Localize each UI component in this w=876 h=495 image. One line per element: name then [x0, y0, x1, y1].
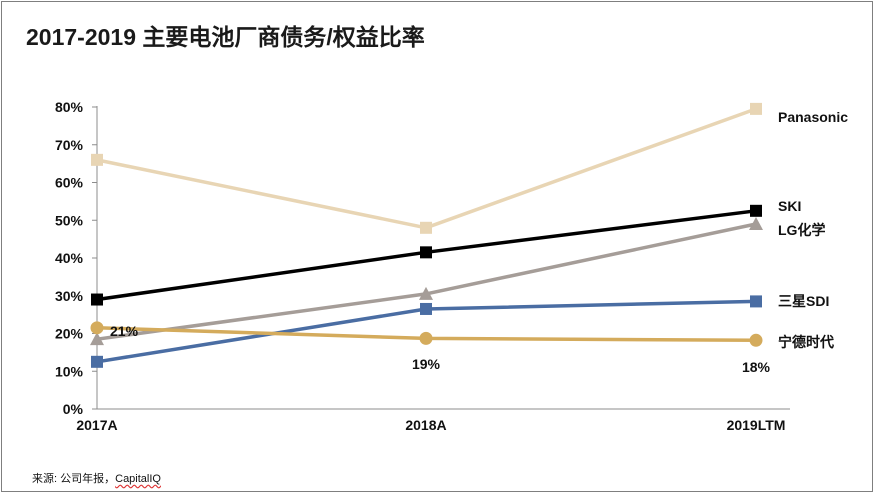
data-point: [750, 102, 762, 115]
series-line: [96, 107, 757, 230]
data-label: 19%: [412, 356, 441, 372]
data-label: 18%: [742, 359, 771, 375]
data-point: [90, 332, 104, 346]
x-tick-label: 2017A: [76, 417, 117, 433]
y-tick-label: 60%: [55, 175, 84, 191]
data-point: [420, 246, 432, 259]
data-point: [91, 293, 103, 306]
data-point: [91, 153, 103, 166]
data-point: [750, 204, 762, 217]
axes: [96, 106, 790, 410]
y-tick-label: 0%: [63, 401, 84, 417]
series-label: 宁德时代: [778, 334, 834, 350]
y-tick-label: 10%: [55, 363, 84, 379]
data-label: 21%: [110, 323, 139, 339]
x-tick-label: 2018A: [405, 417, 446, 433]
series-label: LG化学: [778, 222, 825, 238]
y-tick-label: 70%: [55, 137, 84, 153]
data-point: [750, 295, 762, 308]
data-point: [749, 217, 763, 231]
data-point: [420, 302, 432, 315]
y-tick-label: 20%: [55, 326, 84, 342]
series-line: [96, 222, 757, 341]
series-label: Panasonic: [778, 109, 848, 125]
y-tick-labels: 0% 10% 20% 30% 40% 50% 60% 70% 80%: [55, 99, 97, 417]
series-markers: [90, 102, 763, 368]
x-tick-labels: 2017A 2018A 2019LTM: [76, 417, 785, 433]
series-label: SKI: [778, 198, 801, 214]
data-point: [90, 321, 104, 335]
data-labels: 21% 19% 18%: [110, 323, 771, 375]
data-point: [749, 333, 763, 347]
source-note: 来源: 公司年报，CapitalIQ: [32, 470, 161, 486]
chart-title: 2017-2019 主要电池厂商债务/权益比率: [26, 24, 425, 50]
x-tick-label: 2019LTM: [727, 417, 786, 433]
data-point: [420, 221, 432, 234]
data-point: [419, 331, 433, 345]
source-name: CapitalIQ: [115, 473, 161, 485]
data-point: [91, 355, 103, 368]
series-label: 三星SDI: [778, 293, 829, 309]
y-tick-label: 80%: [55, 99, 84, 115]
y-tick-label: 50%: [55, 212, 84, 228]
series-lines: [96, 107, 757, 364]
source-prefix: 来源: 公司年报，: [32, 473, 116, 485]
y-tick-label: 30%: [55, 288, 84, 304]
data-point: [419, 286, 433, 300]
y-tick-label: 40%: [55, 250, 84, 266]
